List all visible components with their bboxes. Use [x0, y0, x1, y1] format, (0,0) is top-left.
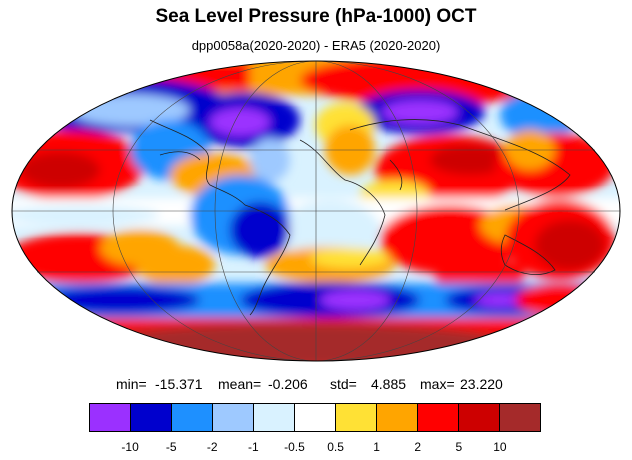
- colorbar-swatch: [459, 404, 500, 431]
- std-label: std=: [330, 376, 357, 392]
- plot-subtitle: dpp0058a(2020-2020) - ERA5 (2020-2020): [191, 38, 441, 53]
- max-value: 23.220: [460, 376, 503, 392]
- colorbar-tick-label: 0.5: [327, 440, 344, 454]
- colorbar-tick-label: 10: [493, 440, 507, 454]
- colorbar-swatch: [172, 404, 213, 431]
- colorbar-labels: -10 -5 -2 -1 -0.5 0.5 1 2 5 10: [0, 440, 632, 456]
- colorbar-tick-label: -0.5: [284, 440, 305, 454]
- colorbar-swatch: [377, 404, 418, 431]
- min-label: min=: [116, 376, 147, 392]
- colorbar-tick-label: -1: [248, 440, 259, 454]
- mean-label: mean=: [218, 376, 262, 392]
- mollweide-map: [11, 60, 621, 362]
- mean-value: -0.206: [268, 376, 308, 392]
- max-label: max=: [420, 376, 455, 392]
- colorbar-swatch: [418, 404, 459, 431]
- colorbar-swatch: [213, 404, 254, 431]
- colorbar-swatch: [254, 404, 295, 431]
- colorbar-tick-label: 2: [414, 440, 422, 454]
- colorbar-swatch: [131, 404, 172, 431]
- colorbar: [89, 403, 541, 432]
- colorbar-tick-label: 5: [455, 440, 463, 454]
- std-value: 4.885: [371, 376, 407, 392]
- map-border: [11, 60, 621, 362]
- colorbar-swatch: [90, 404, 131, 431]
- coastlines: [149, 119, 571, 316]
- colorbar-swatch: [295, 404, 336, 431]
- plot-title: Sea Level Pressure (hPa-1000) OCT: [155, 6, 477, 27]
- min-value: -15.371: [155, 376, 203, 392]
- colorbar-tick-label: 1: [373, 440, 380, 454]
- colorbar-tick-label: -5: [165, 440, 177, 454]
- colorbar-tick-label: -2: [206, 440, 218, 454]
- colorbar-swatch: [336, 404, 377, 431]
- colorbar-tick-label: -10: [121, 440, 139, 454]
- colorbar-swatch: [500, 404, 540, 431]
